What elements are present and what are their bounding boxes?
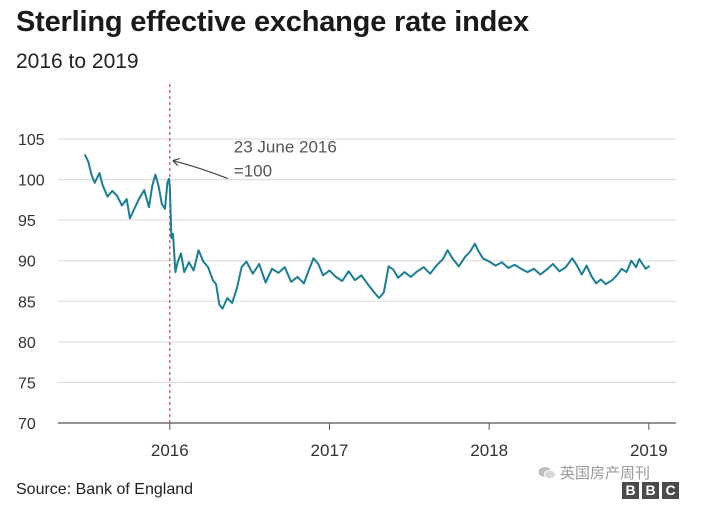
y-tick-label: 95	[18, 213, 36, 230]
annotation-date: 23 June 2016	[234, 138, 337, 157]
annotation-group: 23 June 2016 =100	[172, 138, 337, 181]
bbc-logo-letter: C	[662, 482, 679, 499]
chart-subtitle: 2016 to 2019	[16, 50, 139, 73]
series-line	[84, 154, 650, 310]
annotation-arrow	[172, 159, 229, 180]
y-tick-label: 70	[18, 416, 36, 433]
series-group	[84, 154, 650, 310]
bbc-logo: B B C	[622, 482, 679, 499]
y-tick-label: 90	[18, 254, 36, 271]
x-tick-label: 2017	[311, 441, 349, 460]
watermark: 英国房产周刊	[538, 462, 650, 483]
y-tick-label: 100	[18, 173, 45, 190]
x-axis: 2016 2017 2018 2019	[151, 423, 668, 460]
y-tick-label: 105	[18, 132, 45, 149]
y-axis-ticks: 105 100 95 90 85 80 75 70	[18, 132, 45, 433]
x-tick-label: 2018	[470, 441, 508, 460]
y-tick-label: 80	[18, 335, 36, 352]
x-tick-label: 2019	[630, 441, 668, 460]
bbc-logo-letter: B	[642, 482, 659, 499]
annotation-value: =100	[234, 162, 272, 181]
source-note: Source: Bank of England	[16, 481, 194, 498]
chart-title: Sterling effective exchange rate index	[16, 6, 529, 38]
annotation-arrowhead	[172, 157, 180, 166]
bbc-logo-letter: B	[622, 482, 639, 499]
y-tick-label: 85	[18, 294, 36, 311]
wechat-icon	[538, 466, 556, 479]
gridlines	[58, 138, 676, 424]
x-tick-label: 2016	[151, 441, 189, 460]
y-tick-label: 75	[18, 375, 36, 392]
watermark-text: 英国房产周刊	[560, 465, 651, 482]
